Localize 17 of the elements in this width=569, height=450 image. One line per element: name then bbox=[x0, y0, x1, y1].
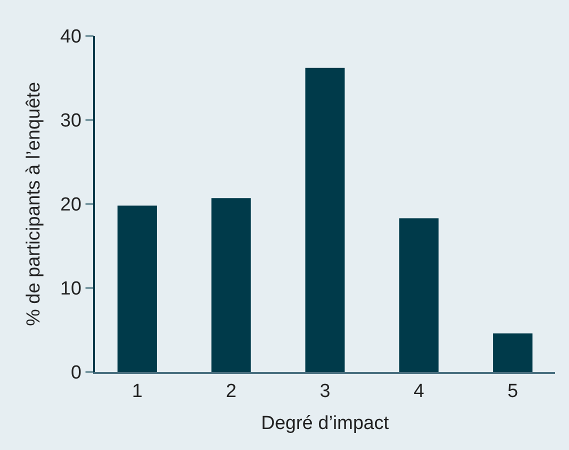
bar bbox=[211, 198, 251, 372]
x-tick-label: 4 bbox=[414, 380, 425, 402]
bar bbox=[493, 333, 532, 372]
x-tick-label: 1 bbox=[132, 380, 143, 402]
x-tick-label: 2 bbox=[226, 380, 236, 402]
bar bbox=[399, 218, 439, 372]
bar bbox=[118, 206, 157, 372]
x-tick-label: 5 bbox=[507, 380, 518, 402]
x-axis-title: Degré d’impact bbox=[261, 413, 390, 434]
x-tick-label: 3 bbox=[320, 380, 330, 402]
y-tick-label: 20 bbox=[60, 194, 82, 216]
y-tick-label: 0 bbox=[70, 362, 82, 384]
bar bbox=[305, 68, 345, 372]
y-axis-title: % de participants à l’enquête bbox=[24, 82, 45, 326]
y-tick-label: 30 bbox=[60, 110, 82, 132]
y-tick-label: 40 bbox=[60, 26, 82, 48]
y-tick-label: 10 bbox=[60, 278, 82, 300]
